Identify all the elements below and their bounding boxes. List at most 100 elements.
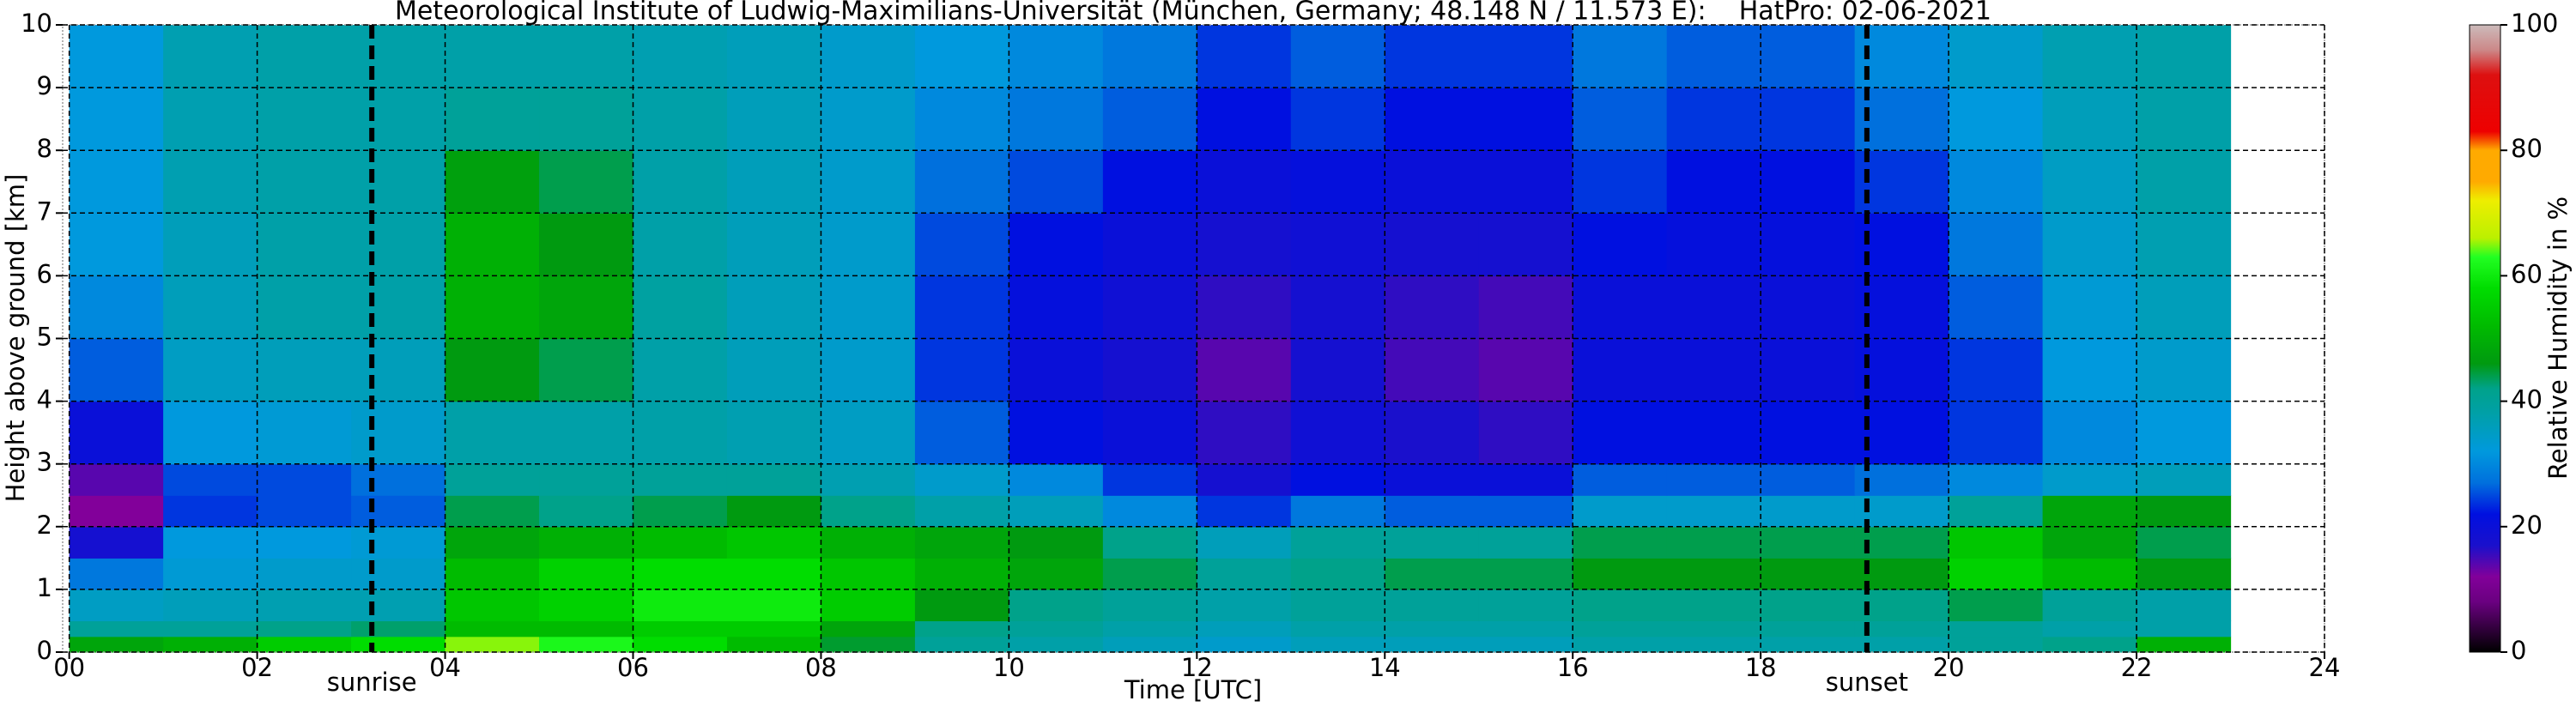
heat-cell bbox=[1573, 620, 1668, 638]
heat-cell bbox=[1949, 620, 2044, 638]
colorbar-tick-label: 40 bbox=[2511, 385, 2543, 414]
heat-cell bbox=[257, 25, 352, 88]
heat-cell bbox=[1197, 275, 1292, 340]
overlay bbox=[56, 24, 2325, 659]
heat-cell bbox=[69, 620, 164, 638]
heat-cell bbox=[1009, 88, 1104, 151]
y-tick-label: 9 bbox=[37, 71, 52, 100]
heat-cell bbox=[1573, 526, 1668, 559]
heat-cell bbox=[1290, 338, 1385, 402]
heat-cell bbox=[1949, 25, 2044, 88]
heat-cell bbox=[821, 495, 916, 528]
heat-cell bbox=[821, 213, 916, 276]
heat-cell bbox=[257, 338, 352, 402]
heat-cell bbox=[257, 463, 352, 496]
heat-cell bbox=[1854, 620, 1949, 638]
heat-cell bbox=[69, 495, 164, 528]
heat-cell bbox=[914, 213, 1009, 276]
heat-cell bbox=[1478, 558, 1573, 590]
colorbar-tick-label: 100 bbox=[2511, 9, 2558, 38]
heat-cell bbox=[1009, 25, 1104, 88]
heat-cell bbox=[351, 213, 446, 276]
heat-cell bbox=[1478, 401, 1573, 465]
heat-cell bbox=[445, 495, 540, 528]
heat-cell bbox=[69, 213, 164, 276]
heat-cell bbox=[2042, 620, 2137, 638]
heat-cell bbox=[1385, 620, 1480, 638]
y-tick-label: 8 bbox=[37, 134, 52, 163]
heat-cell bbox=[1949, 150, 2044, 214]
heatmap bbox=[69, 25, 2232, 653]
heat-cell bbox=[1102, 558, 1197, 590]
heat-cell bbox=[1854, 25, 1949, 88]
heat-cell bbox=[1666, 25, 1761, 88]
heat-cell bbox=[914, 495, 1009, 528]
heat-cell bbox=[821, 636, 916, 653]
heat-cell bbox=[726, 150, 822, 214]
heat-cell bbox=[1197, 620, 1292, 638]
heat-cell bbox=[69, 25, 164, 88]
heat-cell bbox=[351, 558, 446, 590]
colorbar-tick-label: 60 bbox=[2511, 259, 2543, 288]
heat-cell bbox=[633, 401, 728, 465]
heat-cell bbox=[633, 275, 728, 340]
heat-cell bbox=[69, 589, 164, 622]
heat-cell bbox=[351, 495, 446, 528]
heat-cell bbox=[2137, 636, 2232, 653]
heat-cell bbox=[445, 338, 540, 402]
heat-cell bbox=[1102, 636, 1197, 653]
heat-cell bbox=[1666, 275, 1761, 340]
heat-cell bbox=[445, 589, 540, 622]
heat-cell bbox=[1102, 338, 1197, 402]
heat-cell bbox=[1573, 150, 1668, 214]
heat-cell bbox=[257, 558, 352, 590]
y-tick-label: 5 bbox=[37, 323, 52, 352]
heat-cell bbox=[2042, 589, 2137, 622]
heat-cell bbox=[69, 150, 164, 214]
heat-cell bbox=[257, 401, 352, 465]
heat-cell bbox=[539, 88, 634, 151]
heat-cell bbox=[1854, 495, 1949, 528]
heat-cell bbox=[351, 589, 446, 622]
heat-cell bbox=[633, 526, 728, 559]
heat-cell bbox=[69, 401, 164, 465]
heat-cell bbox=[163, 25, 258, 88]
heat-cell bbox=[1573, 213, 1668, 276]
heat-cell bbox=[1666, 88, 1761, 151]
heat-cell bbox=[1197, 88, 1292, 151]
y-tick-label: 10 bbox=[21, 9, 52, 38]
heat-cell bbox=[1761, 495, 1856, 528]
x-axis-label: Time [UTC] bbox=[1124, 675, 1262, 704]
heat-cell bbox=[163, 150, 258, 214]
heat-cell bbox=[539, 463, 634, 496]
heat-cell bbox=[1290, 150, 1385, 214]
heat-cell bbox=[914, 275, 1009, 340]
heat-cell bbox=[351, 150, 446, 214]
x-tick-label: 24 bbox=[2309, 653, 2341, 682]
heat-cell bbox=[1666, 463, 1761, 496]
heat-cell bbox=[163, 558, 258, 590]
heat-cell bbox=[914, 636, 1009, 653]
heat-cell bbox=[1949, 338, 2044, 402]
heat-cell bbox=[1197, 213, 1292, 276]
heat-cell bbox=[1949, 401, 2044, 465]
heat-cell bbox=[1290, 636, 1385, 653]
heat-cell bbox=[539, 558, 634, 590]
heat-cell bbox=[633, 589, 728, 622]
heat-cell bbox=[1102, 25, 1197, 88]
heat-cell bbox=[2042, 558, 2137, 590]
heat-cell bbox=[633, 338, 728, 402]
x-tick-label: 20 bbox=[1933, 653, 1965, 682]
heat-cell bbox=[1290, 275, 1385, 340]
chart-title: Meteorological Institute of Ludwig-Maxim… bbox=[395, 0, 1991, 27]
heat-cell bbox=[2137, 275, 2232, 340]
heat-cell bbox=[1854, 88, 1949, 151]
heat-cell bbox=[1949, 213, 2044, 276]
heat-cell bbox=[1949, 495, 2044, 528]
heat-cell bbox=[1666, 526, 1761, 559]
heat-cell bbox=[1009, 620, 1104, 638]
heat-cell bbox=[539, 636, 634, 653]
heat-cell bbox=[69, 526, 164, 559]
heat-cell bbox=[1761, 88, 1856, 151]
heat-cell bbox=[1385, 526, 1480, 559]
